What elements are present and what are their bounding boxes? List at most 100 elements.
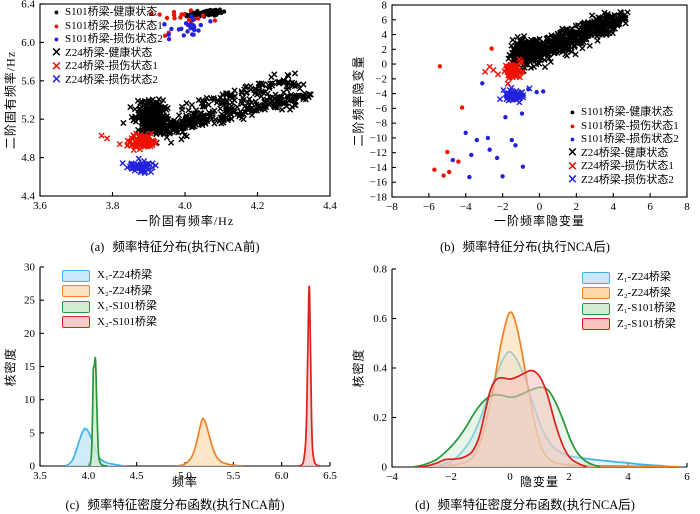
- dot-marker-icon: ●: [569, 120, 576, 131]
- legend-item: X₂-S101桥梁: [62, 316, 157, 330]
- kde-fill-Z₂-S101桥梁: [418, 370, 587, 467]
- legend-label: Z₂-S101桥梁: [617, 317, 676, 330]
- series-Z24桥梁-损伤状态2: [119, 155, 159, 177]
- series-Z24桥梁-健康状态: [120, 70, 314, 146]
- y-tick-label: 8: [382, 0, 388, 12]
- y-tick-label: 30: [24, 262, 36, 274]
- x-marker-icon: ×: [51, 72, 62, 88]
- plot-b: −8 −6 −4 −2 0 2 4 6 8 −18 −16 −14 −12 −10 −8 −6 −4 −2 0 2 4 6…: [370, 0, 690, 213]
- y-tick-label: −2: [375, 73, 387, 85]
- x-tick-label: 4.4: [323, 200, 337, 212]
- y-tick-label: −6: [375, 103, 387, 115]
- x-tick-label: 5.0: [178, 470, 192, 482]
- legend-label: S101桥梁-健康状态: [581, 106, 674, 118]
- legend-c: X₁-Z24桥梁 X₂-Z24桥梁 X₁-S101桥梁 X₂-S101桥梁: [62, 269, 157, 329]
- y-tick-label: 10: [24, 394, 36, 406]
- y-axis-label-b: 二阶频率隐变量: [351, 55, 366, 147]
- y-tick-label: 0: [382, 59, 388, 71]
- x-tick-label: 3.5: [33, 470, 47, 482]
- legend-label: X₂-S101桥梁: [97, 315, 158, 328]
- legend-label: Z24桥梁-损伤状态1: [581, 160, 674, 172]
- x-tick-label: 0: [507, 471, 513, 483]
- x-tick-label: −4: [386, 471, 398, 483]
- x-tick-label: 2: [566, 471, 572, 483]
- legend-label: S101桥梁-健康状态: [65, 6, 158, 18]
- legend-item: ● S101桥梁-损伤状态1: [564, 120, 679, 134]
- x-tick-label: 2: [574, 201, 580, 213]
- series-Z24桥梁-损伤状态1: [482, 56, 526, 87]
- legend-label: X₁-Z24桥梁: [97, 269, 153, 281]
- patch-marker-icon: [582, 287, 610, 300]
- kde-line-X₂-S101桥梁: [298, 285, 321, 466]
- y-tick-label: −12: [370, 147, 387, 159]
- caption-text-c: 频率特征密度分布函数(执行NCA前): [87, 498, 285, 512]
- y-tick-label: 0.8: [373, 264, 387, 276]
- plot-d: −4 −2 0 2 4 6 0 0.2 0.4 0.6 0.8: [373, 264, 690, 484]
- x-tick-label: −8: [386, 201, 398, 213]
- panel-c: 3.5 4.0 4.5 5.0 5.5 6.0 6.5 0 5 10 15 20 25 30 核密度 频率…: [0, 257, 350, 514]
- series-S101桥梁-损伤状态1: [432, 46, 494, 178]
- legend-label: Z₁-S101桥梁: [617, 302, 676, 314]
- y-tick-label: 5.6: [21, 75, 35, 87]
- tick-labels-d: −4 −2 0 2 4 6 0 0.2 0.4 0.6 0.8: [373, 264, 690, 484]
- plot-c: 3.5 4.0 4.5 5.0 5.5 6.0 6.5 0 5 10 15 20 25 30: [24, 262, 337, 483]
- legend-b: ● S101桥梁-健康状态 ● S101桥梁-损伤状态1 ● S101桥梁-损伤状态2 × Z…: [564, 106, 679, 187]
- patch-marker-icon: [582, 302, 610, 315]
- y-tick-label: 5: [30, 427, 36, 439]
- x-tick-label: 4: [625, 471, 631, 483]
- plot-area-a: [98, 7, 314, 177]
- y-tick-label: 4.4: [21, 191, 35, 203]
- y-tick-label: 5.2: [21, 114, 35, 126]
- legend-a: ● S101桥梁-健康状态 ● S101桥梁-损伤状态1 ● S101桥梁-损伤状态2 × Z…: [48, 6, 163, 87]
- legend-item: × Z24桥梁-损伤状态2: [48, 72, 163, 88]
- kde-line-X₁-S101桥梁: [87, 356, 108, 466]
- x-tick-label: 6: [647, 201, 653, 213]
- plot-a: 3.6 3.8 4.0 4.2 4.4 4.4 4.8 5.2 5.6 6.0 6.4: [21, 0, 337, 212]
- x-tick-label: 6.5: [323, 470, 337, 482]
- caption-text-a: 频率特征分布(执行NCA前): [112, 240, 260, 254]
- x-marker-icon: ×: [567, 158, 578, 174]
- x-tick-label: 0: [537, 201, 543, 213]
- legend-label: Z24桥梁-健康状态: [65, 46, 153, 59]
- patch-marker-icon: [62, 300, 90, 313]
- x-tick-label: 3.6: [33, 200, 47, 212]
- caption-tag-d: (d): [415, 498, 430, 512]
- x-axis-label-d: 隐变量: [519, 475, 559, 489]
- y-axis-label-a: 二阶固有频率/Hz: [3, 50, 18, 150]
- x-tick-label: −4: [460, 201, 472, 213]
- y-tick-label: 0.4: [373, 363, 387, 375]
- panel-d: −4 −2 0 2 4 6 0 0.2 0.4 0.6 0.8 核密度 隐变量 Z₁-Z24桥梁 Z₂…: [350, 257, 700, 514]
- legend-item: X₁-S101桥梁: [62, 300, 157, 314]
- x-marker-icon: ×: [51, 58, 62, 74]
- x-tick-label: 5.5: [226, 470, 240, 482]
- legend-item: × Z24桥梁-损伤状态1: [564, 160, 679, 174]
- plot-area-c: [64, 285, 321, 466]
- x-tick-label: 6: [684, 471, 690, 483]
- panel-caption-b: (b) 频率特征分布(执行NCA后): [350, 236, 700, 255]
- legend-item: ● S101桥梁-损伤状态1: [48, 20, 163, 34]
- tick-labels-a: 3.6 3.8 4.0 4.2 4.4 4.4 4.8 5.2 5.6 6.0 6.4: [21, 0, 337, 212]
- x-tick-label: 4.0: [81, 470, 95, 482]
- legend-item: ● S101桥梁-损伤状态2: [48, 33, 163, 47]
- y-tick-label: 0.6: [373, 313, 387, 325]
- x-tick-label: 3.8: [106, 200, 120, 212]
- y-tick-label: 0: [30, 461, 36, 473]
- x-marker-icon: ×: [51, 45, 62, 61]
- legend-item: × Z24桥梁-健康状态: [48, 45, 163, 61]
- series-S101桥梁-损伤状态2: [450, 81, 546, 180]
- patch-marker-icon: [582, 271, 610, 284]
- kde-fill-X₂-S101桥梁: [299, 286, 321, 466]
- y-tick-label: 20: [24, 328, 36, 340]
- caption-tag-a: (a): [90, 240, 105, 254]
- x-tick-label: −6: [423, 201, 435, 213]
- legend-item: × Z24桥梁-损伤状态2: [564, 173, 679, 188]
- series-Z24桥梁-损伤状态2: [496, 84, 533, 106]
- panel-caption-a: (a) 频率特征分布(执行NCA前): [0, 236, 350, 255]
- axes-b: [391, 4, 688, 198]
- legend-label: Z24桥梁-损伤状态2: [581, 173, 674, 186]
- legend-label: S101桥梁-损伤状态1: [581, 119, 679, 132]
- tick-labels-c: 3.5 4.0 4.5 5.0 5.5 6.0 6.5 0 5 10 15 20 25 30: [24, 262, 337, 483]
- legend-d: Z₁-Z24桥梁 Z₂-Z24桥梁 Z₁-S101桥梁 Z₂-S101桥梁: [582, 271, 676, 331]
- x-axis-label-b: 一阶频率隐变量: [493, 214, 585, 228]
